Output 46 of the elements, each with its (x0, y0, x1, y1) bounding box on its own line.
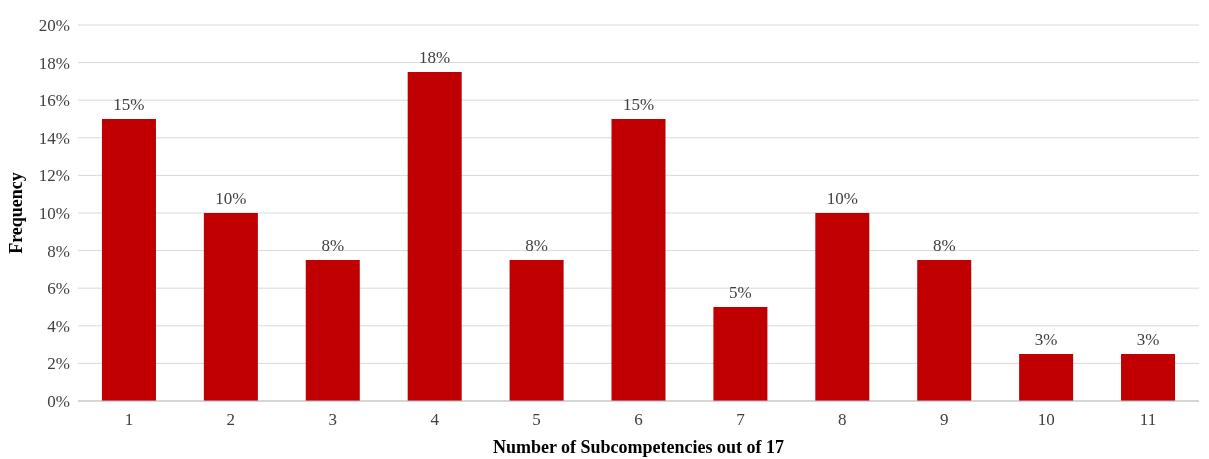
x-tick-label: 7 (736, 410, 746, 429)
y-tick-label: 6% (47, 279, 70, 299)
data-label: 3% (1034, 330, 1058, 349)
x-tick-label: 3 (328, 410, 338, 429)
data-label: 8% (525, 236, 548, 255)
bar (815, 213, 870, 401)
x-axis-title: Number of Subcompetencies out of 17 (492, 437, 785, 457)
x-tick-label: 1 (124, 410, 134, 429)
data-label: 8% (932, 236, 956, 255)
y-tick-label: 8% (47, 241, 70, 261)
bar (1121, 354, 1176, 401)
data-label: 8% (321, 236, 345, 255)
y-tick-label: 18% (38, 53, 70, 73)
bar (917, 260, 972, 401)
x-tick-label: 4 (430, 410, 440, 429)
bar (611, 119, 666, 401)
x-tick-label: 9 (939, 410, 949, 429)
data-label: 5% (729, 283, 752, 302)
y-tick-label: 0% (47, 391, 70, 411)
data-label: 10% (215, 189, 247, 208)
bar (101, 119, 156, 401)
y-tick-label: 14% (38, 128, 70, 148)
data-label: 18% (419, 48, 451, 67)
x-tick-label: 5 (532, 410, 541, 429)
y-tick-label: 10% (38, 203, 70, 223)
data-label: 3% (1136, 330, 1160, 349)
bar (509, 260, 564, 401)
bar (1019, 354, 1074, 401)
bar (305, 260, 360, 401)
bar (713, 307, 768, 401)
x-tick-label: 6 (634, 410, 643, 429)
y-tick-label: 16% (38, 91, 70, 111)
x-tick-label: 10 (1037, 410, 1055, 429)
y-tick-label: 12% (38, 166, 70, 186)
data-label: 10% (826, 189, 858, 208)
x-tick-label: 11 (1139, 410, 1157, 429)
y-tick-label: 4% (47, 316, 70, 336)
y-tick-label: 2% (47, 354, 70, 374)
data-label: 15% (622, 95, 655, 114)
bar (407, 72, 462, 401)
y-axis-title: Frequency (6, 172, 26, 254)
bar (203, 213, 258, 401)
y-tick-label: 20% (38, 15, 70, 35)
x-tick-label: 8 (838, 410, 847, 429)
data-label: 15% (113, 95, 145, 114)
x-tick-label: 2 (226, 410, 236, 429)
